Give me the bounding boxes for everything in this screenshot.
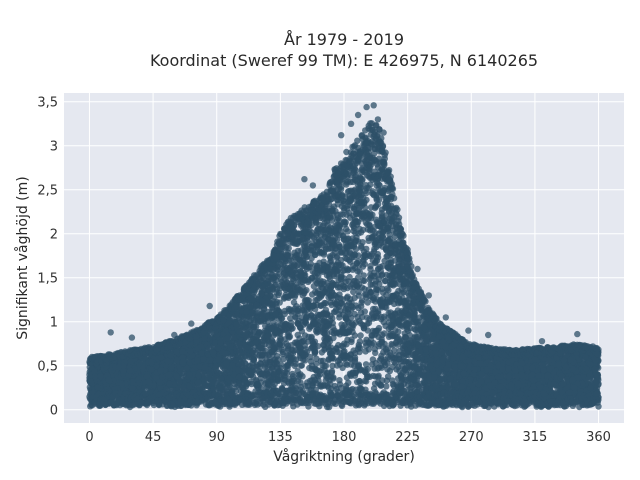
- data-point: [375, 372, 382, 379]
- data-point: [309, 291, 316, 298]
- data-point: [384, 345, 391, 352]
- data-point: [291, 249, 298, 256]
- data-point: [329, 362, 336, 369]
- data-point: [369, 356, 377, 363]
- data-point: [360, 272, 367, 279]
- data-point: [313, 360, 320, 368]
- data-point: [350, 288, 357, 296]
- data-point: [357, 332, 364, 339]
- data-point: [373, 290, 380, 297]
- data-point: [313, 355, 320, 362]
- data-point: [411, 309, 418, 317]
- data-point: [395, 351, 403, 359]
- data-point: [346, 273, 353, 281]
- scatter-points: [86, 102, 602, 411]
- data-point: [287, 257, 295, 264]
- data-point: [297, 362, 305, 369]
- data-point: [384, 373, 392, 380]
- data-point: [318, 349, 326, 356]
- data-point: [383, 383, 390, 390]
- data-point: [344, 228, 351, 235]
- data-point: [355, 274, 362, 281]
